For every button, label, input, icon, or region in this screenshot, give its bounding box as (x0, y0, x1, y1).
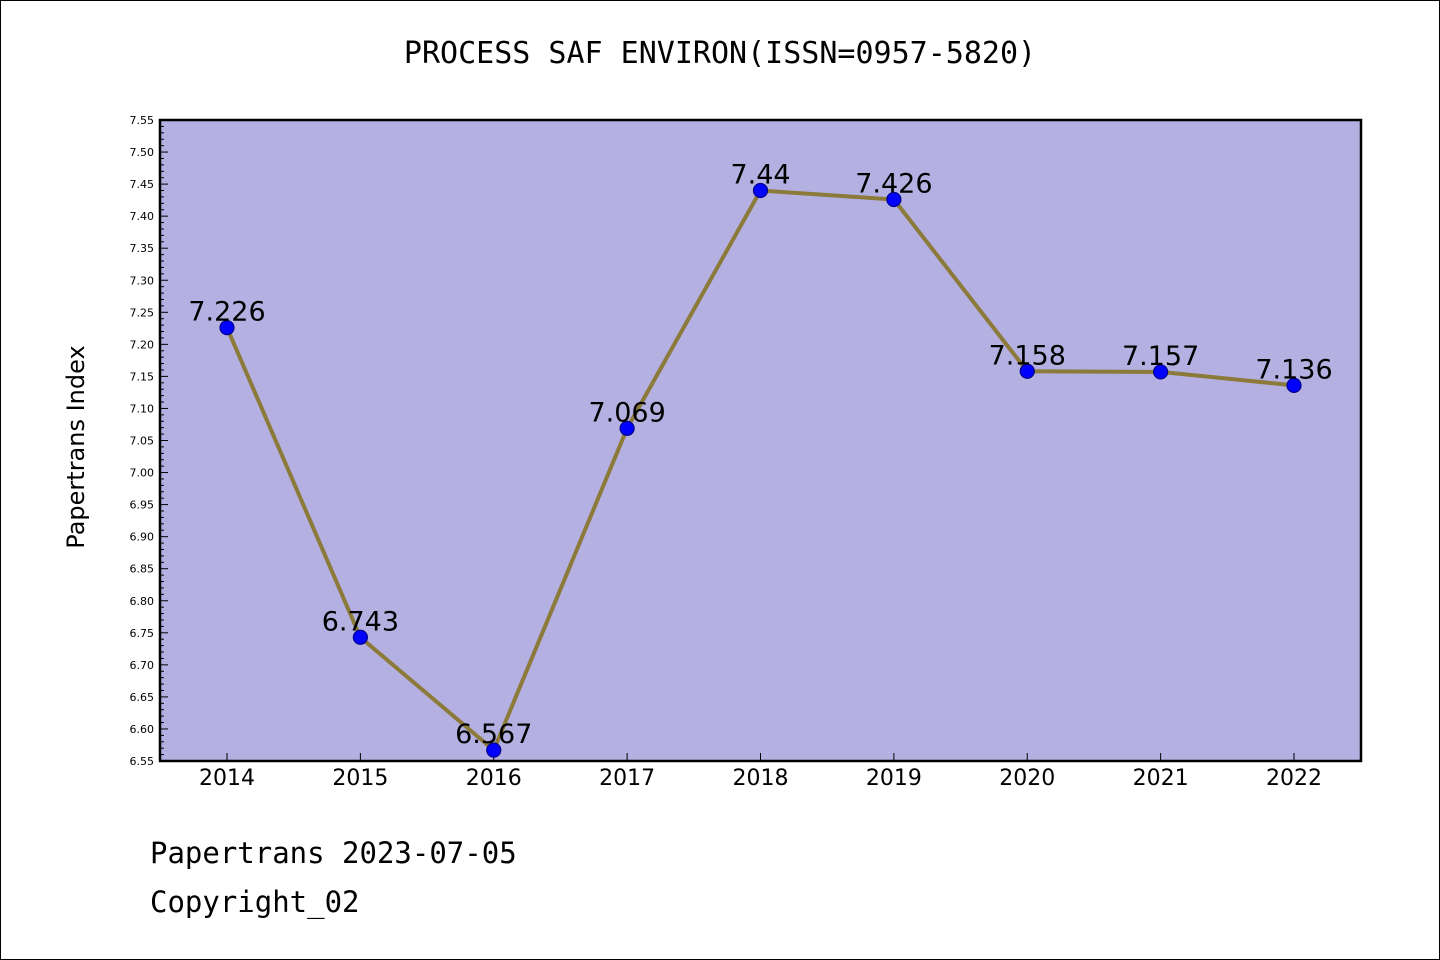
y-tick-label: 6.90 (130, 531, 155, 544)
data-point (1019, 363, 1035, 379)
data-label: 7.44 (730, 160, 790, 191)
y-tick-label: 6.55 (130, 755, 155, 768)
data-label: 7.136 (1255, 354, 1332, 385)
y-axis-label: Papertrans Index (62, 345, 90, 548)
chart-title: PROCESS SAF ENVIRON(ISSN=0957-5820) (403, 36, 1037, 71)
data-label: 7.069 (588, 397, 665, 428)
data-point (752, 182, 769, 199)
y-tick-label: 6.60 (130, 723, 155, 736)
y-tick-label: 6.75 (130, 627, 155, 640)
y-tick-label: 7.20 (130, 338, 155, 351)
data-label: 6.743 (322, 606, 399, 637)
data-label: 7.158 (989, 340, 1066, 371)
x-tick-label: 2018 (733, 766, 789, 791)
x-tick-label: 2021 (1133, 766, 1189, 791)
data-label: 7.226 (188, 297, 265, 328)
y-tick-label: 6.80 (130, 595, 155, 608)
data-label: 6.567 (455, 719, 532, 750)
footer-date: Papertrans 2023-07-05 (150, 836, 517, 870)
data-label: 7.426 (855, 168, 932, 199)
footer-copyright: Copyright_02 (150, 885, 360, 919)
y-tick-label: 7.10 (130, 402, 155, 415)
data-point (352, 629, 368, 645)
x-tick-label: 2016 (466, 766, 522, 791)
y-tick-label: 7.05 (130, 435, 155, 448)
y-tick-label: 7.35 (130, 242, 155, 255)
y-tick-label: 7.45 (130, 178, 155, 191)
y-tick-label: 7.25 (130, 306, 155, 319)
data-point (619, 420, 635, 436)
y-tick-label: 7.50 (130, 146, 155, 159)
data-label: 7.157 (1122, 341, 1199, 372)
data-point (486, 742, 502, 758)
y-tick-label: 7.30 (130, 274, 155, 287)
y-tick-label: 6.95 (130, 499, 155, 512)
plot-border (158, 118, 1363, 763)
y-tick-label: 7.00 (130, 467, 155, 480)
x-tick-label: 2015 (332, 766, 388, 791)
x-tick-label: 2014 (199, 766, 255, 791)
y-tick-label: 6.70 (130, 659, 155, 672)
y-tick-label: 7.40 (130, 210, 155, 223)
y-tick-label: 7.15 (130, 370, 155, 383)
data-point (886, 191, 902, 208)
x-tick-label: 2019 (866, 766, 922, 791)
plot-area (160, 120, 1361, 761)
y-tick-label: 7.55 (130, 114, 155, 127)
data-point (1153, 364, 1169, 380)
x-tick-label: 2017 (599, 766, 655, 791)
x-tick-label: 2022 (1266, 766, 1322, 791)
x-tick-label: 2020 (999, 766, 1055, 791)
data-point (1286, 377, 1302, 393)
y-tick-label: 6.65 (130, 691, 155, 704)
data-point (219, 320, 235, 336)
y-tick-label: 6.85 (130, 563, 155, 576)
